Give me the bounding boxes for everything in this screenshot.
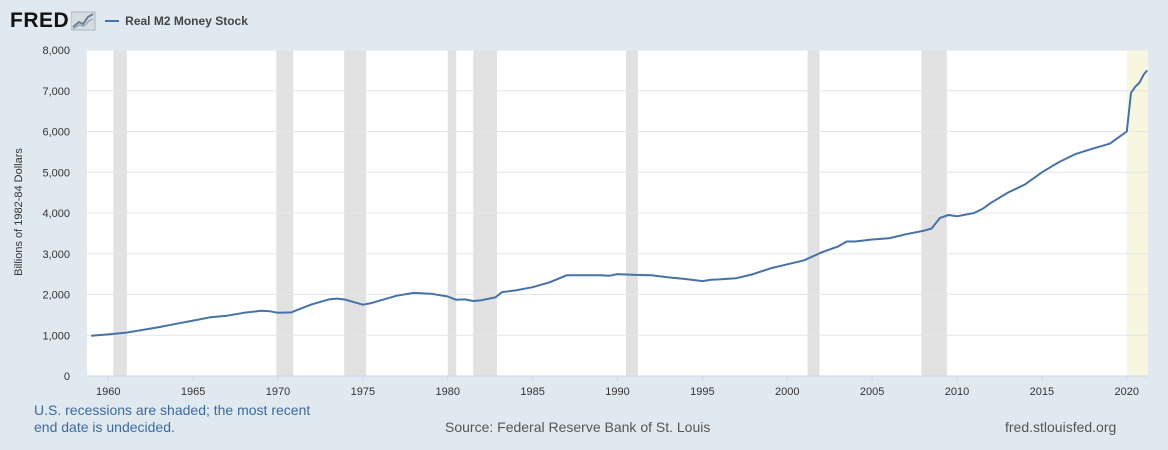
y-tick-label: 6,000	[42, 127, 70, 139]
x-tick-label: 1990	[605, 386, 629, 398]
x-tick-label: 1980	[435, 386, 459, 398]
x-tick-label: 2000	[775, 386, 799, 398]
legend: Real M2 Money Stock	[105, 14, 248, 28]
y-tick-label: 2,000	[42, 290, 70, 302]
x-tick-label: 2010	[945, 386, 969, 398]
x-tick-label: 2020	[1115, 386, 1139, 398]
legend-swatch	[105, 20, 120, 22]
x-tick-label: 1965	[181, 386, 205, 398]
x-tick-label: 1985	[520, 386, 544, 398]
header: FRED Real M2 Money Stock	[10, 8, 248, 34]
x-axis-ticks: 1960 1965 1970 1975 1980 1985 1990 1995 2000 2005…	[87, 375, 1148, 398]
x-tick-label: 1995	[690, 386, 714, 398]
y-tick-label: 5,000	[42, 167, 70, 179]
x-tick-label: 1975	[351, 386, 375, 398]
recession-note: U.S. recessions are shaded; the most rec…	[34, 402, 311, 435]
fred-logo[interactable]: FRED	[10, 9, 70, 32]
y-tick-label: 1,000	[42, 330, 70, 342]
y-tick-label: 8,000	[42, 45, 70, 57]
gridlines	[87, 49, 1148, 336]
x-tick-label: 2005	[860, 386, 884, 398]
legend-label: Real M2 Money Stock	[125, 14, 248, 28]
chart-trend-icon	[71, 11, 96, 31]
y-tick-label: 0	[64, 371, 70, 383]
series-layer	[91, 69, 1148, 337]
y-axis-label: Billions of 1982-84 Dollars	[13, 148, 25, 276]
y-tick-label: 7,000	[42, 86, 70, 98]
site-link[interactable]: fred.stlouisfed.org	[1005, 419, 1117, 435]
x-tick-label: 2015	[1030, 386, 1054, 398]
series-line	[91, 69, 1148, 337]
y-tick-label: 4,000	[42, 208, 70, 220]
source-text: Source: Federal Reserve Bank of St. Loui…	[445, 419, 711, 435]
x-tick-label: 1970	[266, 386, 290, 398]
y-axis-ticks: 0 1,000 2,000 3,000 4,000 5,000 6,000 7,000 8,00…	[42, 45, 70, 383]
x-tick-label: 1960	[96, 386, 120, 398]
y-tick-label: 3,000	[42, 249, 70, 261]
